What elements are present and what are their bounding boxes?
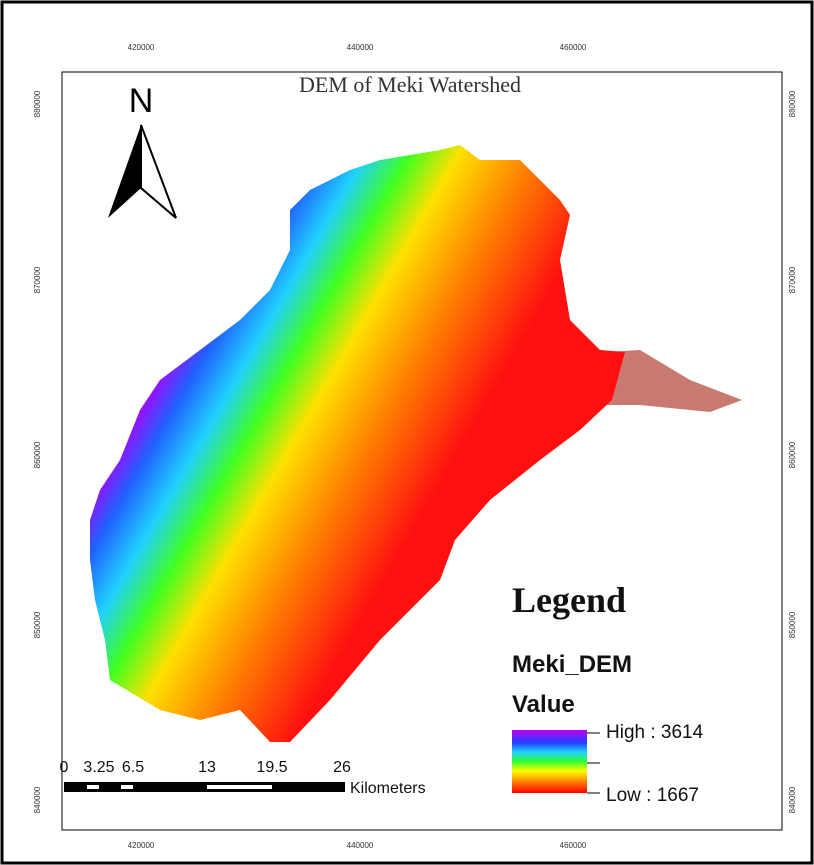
x-label: 460000	[560, 43, 587, 52]
legend-low: Low : 1667	[606, 785, 699, 806]
x-label: 420000	[128, 841, 155, 850]
y-label: 880000	[33, 90, 42, 117]
y-label: 840000	[788, 786, 797, 813]
scale-label: 26	[333, 759, 351, 776]
y-label: 860000	[33, 441, 42, 468]
y-label: 840000	[33, 786, 42, 813]
x-label: 440000	[347, 841, 374, 850]
legend-field: Value	[512, 691, 575, 718]
legend-layer: Meki_DEM	[512, 651, 632, 678]
x-label: 440000	[347, 43, 374, 52]
y-label: 880000	[788, 90, 797, 117]
map-page: DEM of Meki Watershed 420000 440000 4600…	[0, 0, 814, 865]
legend-title: Legend	[512, 580, 626, 620]
scale-label: 0	[60, 759, 69, 776]
legend-ramp	[512, 730, 587, 793]
scale-label: 19.5	[256, 759, 287, 776]
y-label: 860000	[788, 441, 797, 468]
map-title: DEM of Meki Watershed	[299, 72, 521, 97]
y-label: 870000	[788, 266, 797, 293]
legend-high: High : 3614	[606, 722, 704, 743]
scale-unit: Kilometers	[350, 780, 426, 797]
north-label: N	[129, 82, 154, 120]
scale-label: 13	[198, 759, 216, 776]
y-label: 870000	[33, 266, 42, 293]
scale-label: 3.25	[83, 759, 114, 776]
y-label: 850000	[788, 611, 797, 638]
y-label: 850000	[33, 611, 42, 638]
x-label: 420000	[128, 43, 155, 52]
scale-label: 6.5	[122, 759, 144, 776]
x-label: 460000	[560, 841, 587, 850]
